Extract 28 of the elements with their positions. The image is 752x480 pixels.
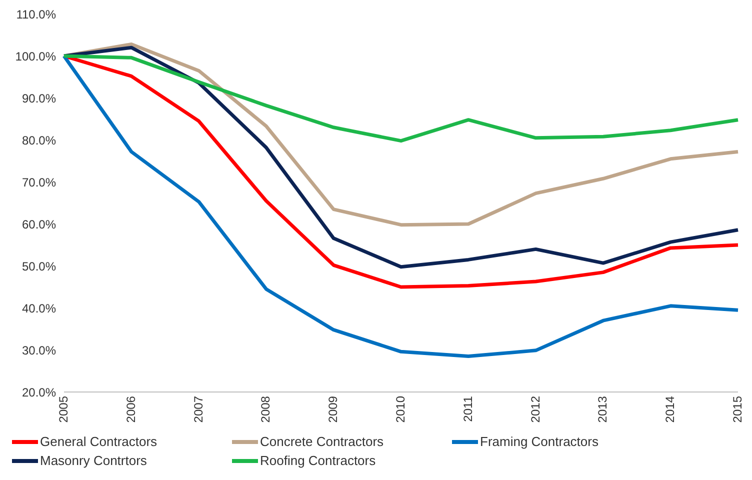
y-tick-label: 80.0% (22, 133, 56, 148)
legend-label: Roofing Contractors (260, 453, 376, 468)
x-tick-label: 2015 (730, 396, 745, 423)
y-tick-label: 20.0% (22, 385, 56, 400)
legend-label: General Contractors (40, 434, 158, 449)
line-series (62, 54, 740, 143)
x-tick-label: 2009 (326, 396, 340, 423)
x-tick-label: 2012 (528, 396, 542, 423)
x-tick-label: 2010 (394, 396, 408, 423)
x-tick-label: 2014 (663, 396, 678, 423)
legend-label: Masonry Contrtors (40, 453, 147, 468)
y-tick-label: 110.0% (16, 7, 56, 22)
line-series (62, 54, 740, 358)
legend-label: Concrete Contractors (260, 434, 384, 449)
x-tick-label: 2007 (191, 396, 206, 423)
legend-label: Framing Contractors (480, 434, 598, 449)
y-tick-label: 60.0% (22, 217, 56, 232)
x-tick-label: 2006 (124, 396, 138, 423)
x-tick-label: 2011 (460, 396, 475, 422)
x-tick-label: 2013 (596, 396, 610, 423)
x-tick-label: 2005 (56, 396, 71, 423)
y-tick-label: 40.0% (22, 301, 56, 316)
y-tick-label: 30.0% (22, 343, 56, 358)
x-tick-label: 2008 (258, 396, 273, 423)
y-tick-label: 90.0% (22, 91, 56, 106)
y-tick-label: 100.0% (15, 49, 56, 64)
y-tick-label: 50.0% (22, 259, 56, 274)
y-tick-label: 70.0% (22, 175, 56, 190)
